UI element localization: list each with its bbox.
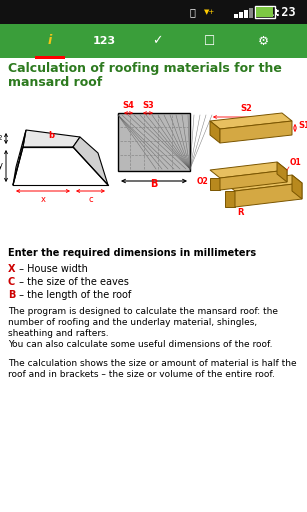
Text: ☐: ☐: [204, 34, 216, 48]
Text: – the size of the eaves: – the size of the eaves: [16, 277, 129, 287]
Text: number of roofing and the underlay material, shingles,: number of roofing and the underlay mater…: [8, 318, 257, 327]
Polygon shape: [225, 175, 302, 191]
Text: S1: S1: [298, 121, 307, 130]
Text: The calculation shows the size or amount of material is half the: The calculation shows the size or amount…: [8, 359, 297, 368]
Text: i: i: [48, 34, 52, 48]
Text: S3: S3: [142, 101, 154, 110]
Bar: [275, 9, 277, 15]
Bar: [244, 10, 248, 18]
Text: ⏰: ⏰: [189, 7, 195, 17]
Polygon shape: [277, 162, 287, 182]
Text: ▼+: ▼+: [204, 9, 216, 15]
Text: R: R: [237, 208, 243, 217]
Text: O2: O2: [196, 177, 208, 186]
Text: sheathing and rafters.: sheathing and rafters.: [8, 329, 109, 338]
Text: roof and in brackets – the size or volume of the entire roof.: roof and in brackets – the size or volum…: [8, 370, 275, 379]
Bar: [118, 113, 190, 171]
Text: X: X: [8, 264, 15, 274]
Text: Enter the required dimensions in millimeters: Enter the required dimensions in millime…: [8, 248, 256, 258]
Text: S4: S4: [122, 101, 134, 110]
Text: B: B: [8, 290, 15, 300]
Polygon shape: [210, 178, 220, 190]
Polygon shape: [210, 113, 292, 129]
Polygon shape: [73, 137, 108, 185]
Polygon shape: [235, 183, 302, 207]
Text: y2: y2: [0, 135, 3, 141]
Bar: [35, 56, 65, 58]
Bar: [239, 12, 243, 18]
Text: You can also calculate some useful dimensions of the roof.: You can also calculate some useful dimen…: [8, 340, 273, 349]
Bar: [0, 24, 307, 58]
Text: The program is designed to calculate the mansard roof: the: The program is designed to calculate the…: [8, 307, 278, 316]
Text: S2: S2: [240, 104, 252, 113]
Text: 123: 123: [92, 36, 115, 46]
Polygon shape: [210, 121, 220, 143]
Text: ✓: ✓: [152, 34, 162, 48]
Bar: [0, 0, 307, 24]
Text: mansard roof: mansard roof: [8, 76, 102, 89]
Bar: [255, 6, 275, 18]
Polygon shape: [210, 162, 287, 178]
Text: x: x: [41, 195, 45, 204]
Polygon shape: [13, 130, 26, 185]
Polygon shape: [220, 170, 287, 190]
Bar: [249, 8, 253, 18]
Text: 11:23: 11:23: [261, 6, 297, 18]
Text: b: b: [48, 131, 54, 139]
Text: – House width: – House width: [16, 264, 88, 274]
Text: – the length of the roof: – the length of the roof: [16, 290, 131, 300]
Text: C: C: [8, 277, 15, 287]
Bar: [256, 7, 273, 17]
Text: ⚙: ⚙: [257, 34, 269, 48]
Polygon shape: [292, 175, 302, 199]
Text: Calculation of roofing materials for the: Calculation of roofing materials for the: [8, 62, 282, 75]
Text: O1: O1: [290, 158, 302, 167]
Text: B: B: [150, 179, 158, 189]
Polygon shape: [225, 191, 235, 207]
Polygon shape: [220, 121, 292, 143]
Bar: [234, 14, 238, 18]
Text: y: y: [0, 161, 3, 170]
Polygon shape: [23, 130, 80, 147]
Text: c: c: [89, 195, 93, 204]
